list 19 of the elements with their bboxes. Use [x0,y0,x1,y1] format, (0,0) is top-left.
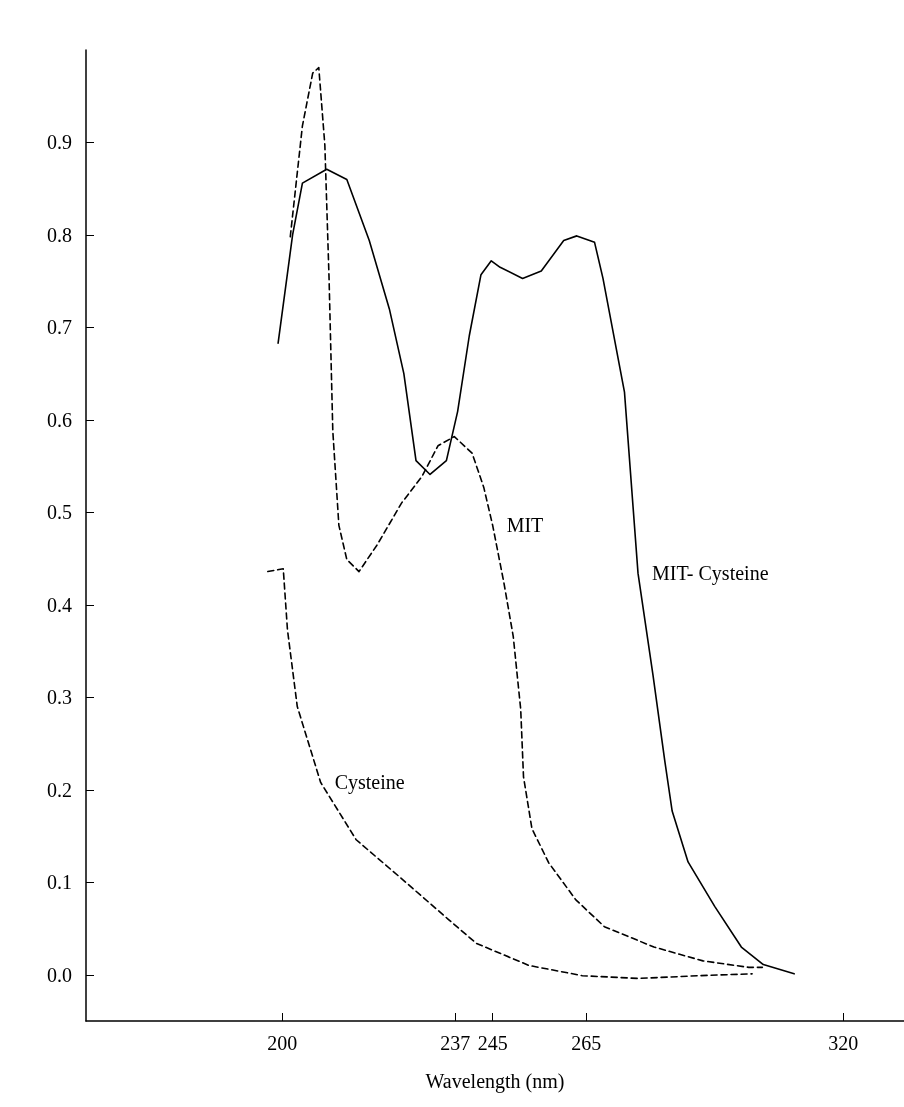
y-tick-label: 0.5 [47,501,72,524]
x-axis-title: Wavelength (nm) [425,1070,565,1093]
y-tick-label: 0.3 [47,686,72,709]
x-tick-label: 320 [828,1032,859,1054]
x-tick-label: 245 [477,1032,508,1054]
y-tick-label: 0.8 [47,223,72,246]
y-tick-label: 0.0 [47,963,72,986]
series-label: Cysteine [334,771,405,795]
y-tick-label: 0.1 [47,871,72,894]
y-tick-label: 0.9 [47,131,72,154]
y-tick-label: 0.7 [47,316,72,339]
series-label: MIT- Cysteine [652,562,769,586]
y-tick-label: 0.2 [47,778,72,801]
series-label: MIT [506,514,544,537]
x-tick-label: 237 [440,1032,471,1054]
y-tick-label: 0.6 [47,408,72,431]
x-tick-label: 200 [267,1032,298,1054]
x-tick-label: 265 [571,1032,602,1054]
y-tick-label: 0.4 [47,593,72,616]
